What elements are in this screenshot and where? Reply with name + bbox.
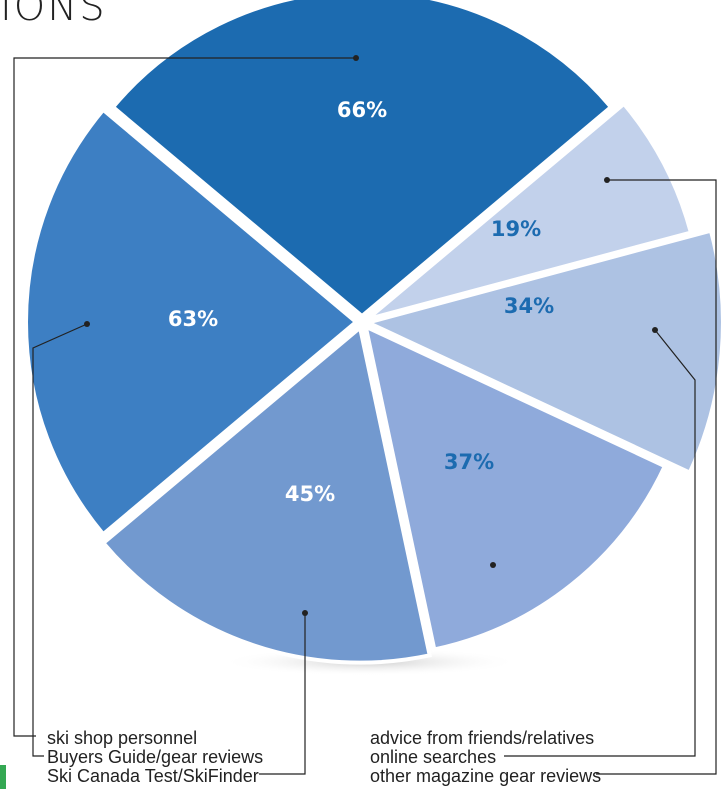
pie-slice-5 — [100, 324, 433, 665]
leader-line-1 — [13, 57, 356, 737]
pie-slice-4 — [362, 323, 668, 652]
pie-slice-2 — [366, 101, 694, 322]
leader-line-2 — [32, 323, 88, 757]
legend-right-item: online searches — [370, 747, 496, 767]
leader-dot — [490, 562, 496, 568]
slice-percent-label: 66% — [337, 98, 387, 122]
slice-percent-label: 19% — [491, 217, 541, 241]
green-tab-marker — [0, 765, 6, 789]
page-title: IONS — [0, 0, 107, 30]
pie-percent-labels: 66% 19% 34% 37% 45% 63% — [168, 98, 554, 506]
pie-slices — [24, 0, 725, 665]
leader-line-3 — [259, 613, 306, 775]
leader-line-4 — [504, 329, 696, 757]
legend-left-item: Buyers Guide/gear reviews — [47, 747, 263, 767]
slice-percent-label: 37% — [444, 450, 494, 474]
slice-percent-label: 45% — [285, 482, 335, 506]
legend-right-item: advice from friends/relatives — [370, 728, 594, 748]
leader-lines — [13, 55, 717, 775]
legend-left-item: ski shop personnel — [47, 728, 197, 748]
slice-percent-label: 63% — [168, 307, 218, 331]
slice-percent-label: 34% — [504, 294, 554, 318]
legend-right-item: other magazine gear reviews — [370, 766, 601, 786]
pie-slice-1 — [110, 0, 614, 319]
legend-left-item: Ski Canada Test/SkiFinder — [47, 766, 259, 786]
pie-slice-6 — [24, 107, 360, 537]
leader-line-5 — [596, 179, 717, 775]
